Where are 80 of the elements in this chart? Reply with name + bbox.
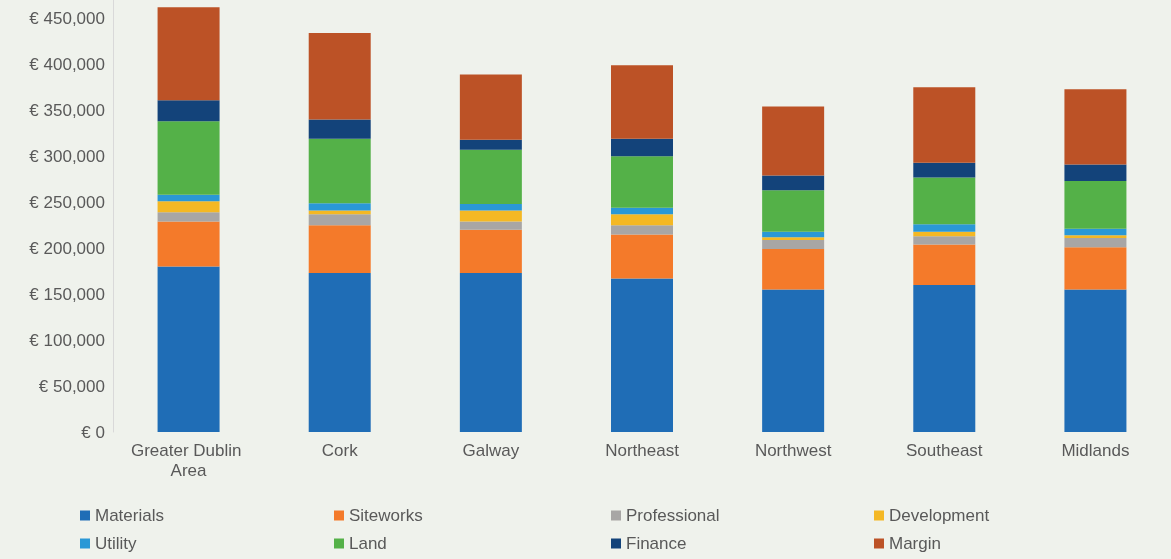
bar	[459, 210, 522, 222]
bar	[459, 139, 522, 150]
bar	[611, 225, 673, 235]
bar	[459, 229, 522, 273]
bar	[611, 207, 673, 215]
bar	[157, 212, 220, 222]
legend-label: Utility	[95, 534, 138, 553]
bar	[1064, 89, 1127, 165]
bar	[913, 177, 976, 225]
bar	[308, 214, 371, 226]
bar	[1064, 238, 1127, 248]
bar	[1064, 289, 1127, 432]
bar	[157, 266, 220, 432]
legend-label: Development	[889, 506, 990, 525]
bar	[611, 214, 673, 226]
bar	[913, 284, 976, 432]
legend-label: Professional	[626, 506, 720, 525]
bar	[762, 190, 825, 232]
bar	[762, 175, 825, 191]
bar	[611, 278, 673, 432]
bar	[308, 138, 371, 204]
legend-label: Margin	[889, 534, 941, 553]
bar	[1064, 181, 1127, 229]
x-tick-label: Northwest	[754, 440, 832, 460]
bar	[1064, 235, 1127, 239]
bar	[1064, 228, 1127, 236]
bar	[611, 234, 673, 279]
bar	[308, 272, 371, 432]
bar	[611, 156, 673, 208]
legend-label: Materials	[95, 506, 164, 525]
bar	[459, 221, 522, 230]
y-tick-label: € 100,000	[29, 330, 105, 350]
legend-label: Finance	[626, 534, 687, 553]
bar	[459, 272, 522, 432]
bar	[611, 138, 673, 157]
x-tick-label: Galway	[462, 440, 520, 460]
y-tick-label: € 450,000	[29, 8, 105, 28]
x-tick-label: Southeast	[906, 440, 983, 460]
bar	[762, 249, 825, 290]
x-tick-label: Cork	[321, 440, 359, 460]
legend-label: Land	[349, 534, 387, 553]
y-tick-label: € 350,000	[29, 100, 105, 120]
legend-label: Siteworks	[349, 506, 423, 525]
bar	[459, 74, 522, 140]
bar	[762, 237, 825, 240]
bar	[308, 210, 371, 215]
bar	[913, 236, 976, 245]
y-tick-label: € 250,000	[29, 192, 105, 212]
bar	[1064, 247, 1127, 290]
bar	[157, 121, 220, 195]
bar	[913, 162, 976, 178]
bar	[157, 201, 220, 213]
y-tick-label: € 300,000	[29, 146, 105, 166]
bar	[459, 204, 522, 211]
x-tick-label: Greater Dublin Area	[130, 440, 247, 480]
bar	[459, 149, 522, 205]
bar	[913, 87, 976, 163]
bar	[762, 239, 825, 250]
bar	[913, 224, 976, 232]
y-tick-label: € 50,000	[38, 376, 105, 396]
bar	[157, 194, 220, 202]
bar	[308, 225, 371, 273]
bar	[157, 100, 220, 122]
bar	[762, 289, 825, 432]
bar	[308, 203, 371, 211]
x-tick-label: Northeast	[605, 440, 680, 460]
x-tick-label: Midlands	[1061, 440, 1130, 460]
y-tick-label: € 200,000	[29, 238, 105, 258]
bar	[308, 119, 371, 139]
y-tick-label: € 0	[81, 422, 105, 442]
bar	[913, 244, 976, 285]
y-tick-label: € 150,000	[29, 284, 105, 304]
bar	[611, 65, 673, 139]
bar	[1064, 164, 1127, 182]
bar	[762, 231, 825, 238]
y-tick-label: € 400,000	[29, 54, 105, 74]
bar	[157, 7, 220, 101]
bar	[762, 106, 825, 176]
bar	[157, 221, 220, 267]
bar	[308, 33, 371, 120]
